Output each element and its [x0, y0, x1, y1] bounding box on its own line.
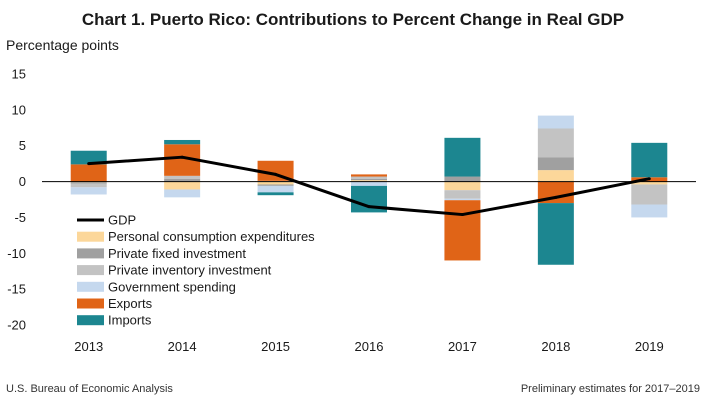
legend-label: Exports	[108, 296, 153, 311]
x-tick-label: 2019	[635, 339, 664, 354]
bar-segment-personal-consumption-expenditures-2016	[351, 180, 387, 182]
bar-segment-exports-2016	[351, 174, 387, 177]
gdp-point-2013	[87, 162, 91, 166]
bar-segment-imports-2013	[70, 150, 107, 165]
bar-segment-exports-2015	[257, 160, 294, 181]
bar-segment-personal-consumption-expenditures-2017	[444, 181, 481, 191]
gdp-point-2014	[180, 155, 184, 159]
legend-swatch	[77, 315, 104, 326]
legend-swatch	[77, 298, 104, 309]
gdp-line-layer	[87, 155, 651, 217]
bar-segment-personal-consumption-expenditures-2018	[537, 170, 574, 182]
y-tick-label: 0	[19, 174, 26, 189]
y-tick-label: 5	[19, 138, 26, 153]
bar-segment-private-inventory-investment-2014	[164, 175, 201, 179]
preliminary-note: Preliminary estimates for 2017–2019	[520, 383, 700, 395]
bar-segment-imports-2015	[257, 192, 294, 196]
bar-segment-government-spending-2017	[444, 198, 481, 201]
bar-segment-imports-2018	[537, 203, 574, 265]
bar-segment-private-fixed-investment-2014	[164, 178, 201, 182]
x-tick-label: 2016	[355, 339, 384, 354]
gdp-point-2019	[647, 177, 651, 181]
bar-segment-government-spending-2019	[631, 204, 668, 218]
y-tick-label: 15	[12, 67, 26, 82]
bar-segment-personal-consumption-expenditures-2019	[631, 181, 668, 185]
bar-segment-private-fixed-investment-2018	[537, 157, 574, 171]
bar-segment-private-inventory-investment-2013	[70, 183, 107, 188]
legend-label-gdp: GDP	[108, 213, 136, 228]
y-tick-label: 10	[12, 102, 26, 117]
gdp-point-2016	[367, 205, 371, 209]
legend-label: Government spending	[108, 279, 236, 294]
bar-segment-exports-2017	[444, 200, 481, 261]
legend-label: Imports	[108, 313, 152, 328]
legend-swatch	[77, 231, 104, 242]
bar-segment-private-inventory-investment-2018	[537, 128, 574, 158]
bar-segment-government-spending-2015	[257, 185, 294, 193]
bar-segment-government-spending-2014	[164, 189, 201, 198]
bars-layer	[70, 115, 668, 265]
bar-segment-private-fixed-investment-2016	[351, 178, 387, 181]
bar-segment-government-spending-2018	[537, 115, 574, 129]
legend-swatch	[77, 265, 104, 276]
y-tick-label: -15	[7, 282, 26, 297]
bar-segment-exports-2013	[70, 164, 107, 182]
source-note: U.S. Bureau of Economic Analysis	[6, 383, 173, 395]
bar-segment-government-spending-2013	[70, 187, 107, 195]
bar-segment-personal-consumption-expenditures-2014	[164, 181, 201, 190]
y-tick-label: -20	[7, 318, 26, 333]
y-tick-label: -10	[7, 246, 26, 261]
bar-segment-private-inventory-investment-2019	[631, 184, 668, 205]
x-tick-label: 2015	[261, 339, 290, 354]
bar-segment-government-spending-2016	[351, 181, 387, 186]
x-tick-label: 2014	[168, 339, 197, 354]
gdp-point-2018	[554, 195, 558, 199]
x-tick-label: 2013	[74, 339, 103, 354]
bar-segment-imports-2014	[164, 139, 201, 145]
bar-segment-private-fixed-investment-2013	[70, 182, 107, 184]
legend-label: Private fixed investment	[108, 246, 246, 261]
x-tick-label: 2017	[448, 339, 477, 354]
chart-title: Chart 1. Puerto Rico: Contributions to P…	[81, 10, 625, 29]
y-tick-label: -5	[14, 210, 26, 225]
legend-swatch	[77, 248, 104, 259]
bar-segment-private-fixed-investment-2017	[444, 176, 481, 182]
legend-label: Personal consumption expenditures	[108, 229, 315, 244]
bar-segment-imports-2017	[444, 137, 481, 177]
legend-label: Private inventory investment	[108, 263, 272, 278]
gdp-point-2015	[274, 172, 278, 176]
gdp-point-2017	[460, 213, 464, 217]
bar-segment-private-inventory-investment-2017	[444, 190, 481, 199]
axis-layer: 15 10 5 0 -5 -10 -15 -20 2013 2014 2015 2016 2017 201…	[7, 67, 696, 354]
y-axis-label: Percentage points	[6, 37, 119, 53]
bar-segment-personal-consumption-expenditures-2015	[257, 181, 294, 185]
x-tick-label: 2018	[541, 339, 570, 354]
bar-segment-private-inventory-investment-2016	[351, 176, 387, 179]
legend-swatch	[77, 281, 104, 292]
bar-segment-imports-2019	[631, 142, 668, 178]
bar-segment-private-fixed-investment-2015	[257, 184, 294, 186]
